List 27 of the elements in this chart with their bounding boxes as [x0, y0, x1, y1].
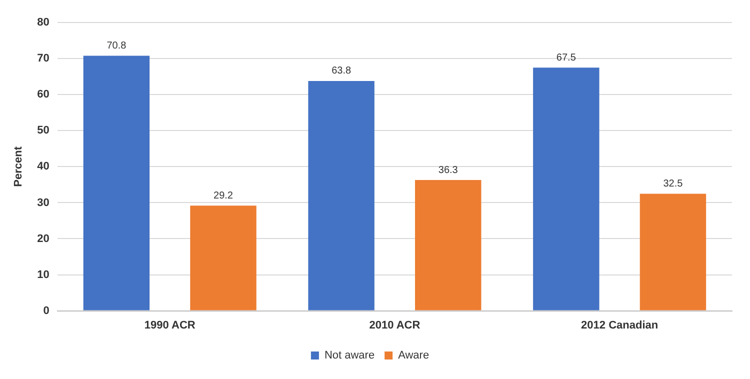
- data-label: 36.3: [438, 164, 458, 176]
- x-tick-label: 1990 ACR: [144, 319, 196, 332]
- legend-label: Not aware: [324, 350, 375, 362]
- bar: [640, 194, 706, 310]
- data-label: 70.8: [106, 40, 127, 52]
- y-tick-label: 80: [37, 16, 50, 29]
- y-tick-label: 70: [37, 52, 50, 65]
- bar: [83, 56, 150, 310]
- y-tick-label: 60: [37, 88, 50, 101]
- bar: [533, 68, 600, 310]
- data-label: 67.5: [556, 52, 576, 64]
- legend-label: Aware: [398, 350, 430, 362]
- y-axis-title: Percent: [12, 146, 25, 187]
- x-tick-label: 2010 ACR: [369, 319, 420, 332]
- y-tick-label: 20: [37, 232, 50, 245]
- data-label: 32.5: [663, 178, 684, 190]
- bar: [415, 180, 482, 310]
- bar: [190, 206, 256, 310]
- y-tick-label: 30: [37, 196, 50, 209]
- x-tick-label: 2012 Canadian: [581, 319, 658, 332]
- y-tick-label: 50: [37, 124, 50, 137]
- data-label: 63.8: [332, 66, 352, 77]
- data-label: 29.2: [214, 190, 234, 202]
- y-tick-label: 10: [37, 268, 50, 281]
- y-tick-label: 0: [43, 304, 50, 317]
- bar: [308, 80, 374, 310]
- y-tick-label: 40: [37, 160, 50, 173]
